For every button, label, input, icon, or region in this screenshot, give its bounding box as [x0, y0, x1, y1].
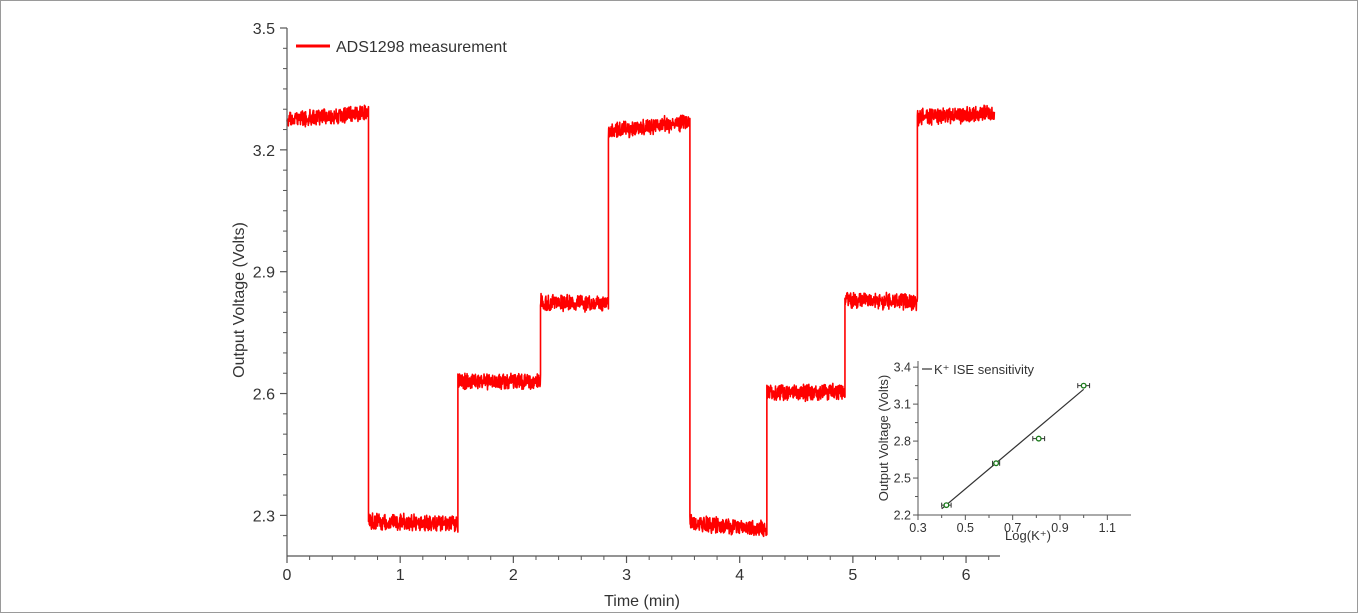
main-series-group: [286, 104, 996, 538]
main-y-ticks: 2.3 2.6 2.9 3.2 3.5: [253, 21, 287, 525]
main-y-axis-label: Output Voltage (Volts): [231, 222, 248, 378]
inset-y-tick-label: 2.5: [894, 472, 911, 486]
inset-y-tick-label: 2.8: [894, 435, 911, 449]
inset-y-ticks: 2.2 2.5 2.8 3.1 3.4: [894, 361, 918, 523]
main-x-tick-label: 5: [848, 567, 857, 584]
inset-points-group: [941, 382, 1091, 509]
inset-x-tick-label: 0.5: [957, 521, 974, 535]
main-series-line: [286, 104, 996, 538]
inset-fit-line: [941, 388, 1085, 510]
main-x-tick-label: 2: [509, 567, 518, 584]
inset-legend-label: K⁺ ISE sensitivity: [934, 362, 1035, 377]
inset-data-point: [1080, 382, 1087, 389]
inset-y-tick-label: 2.2: [894, 509, 911, 523]
main-legend: ADS1298 measurement: [296, 39, 507, 56]
main-y-tick-label: 3.5: [253, 21, 275, 38]
main-y-tick-label: 2.9: [253, 265, 275, 282]
main-chart: 0 1 2 3 4 5 6 2.3 2.6 2.9 3.2 3.5 Time (min) Outpu…: [231, 21, 1000, 610]
inset-data-point: [993, 460, 1000, 467]
inset-data-point: [1035, 435, 1042, 442]
inset-x-tick-label: 0.3: [909, 521, 926, 535]
inset-x-axis-label: Log(K⁺): [1005, 528, 1051, 543]
main-x-tick-label: 6: [962, 567, 971, 584]
inset-x-tick-label: 0.9: [1051, 521, 1068, 535]
main-x-tick-label: 4: [735, 567, 744, 584]
inset-y-tick-label: 3.4: [894, 361, 911, 375]
main-x-tick-label: 1: [396, 567, 405, 584]
main-x-tick-label: 3: [622, 567, 631, 584]
inset-x-ticks: 0.3 0.5 0.7 0.9 1.1: [909, 515, 1116, 535]
main-x-minor-ticks: [309, 556, 990, 560]
main-y-tick-label: 3.2: [253, 143, 275, 160]
inset-x-tick-label: 0.7: [1004, 521, 1021, 535]
inset-x-minor-ticks: [941, 515, 1085, 518]
main-x-tick-label: 0: [283, 567, 292, 584]
inset-chart: 0.3 0.5 0.7 0.9 1.1 2.22.52.83.13.4 Log(K⁺) …: [876, 361, 1131, 543]
main-y-tick-label: 2.3: [253, 508, 275, 525]
main-x-ticks: 0 1 2 3 4 5 6: [283, 556, 971, 584]
main-y-minor-ticks: [283, 47, 287, 537]
main-legend-label: ADS1298 measurement: [336, 39, 507, 56]
inset-legend: K⁺ ISE sensitivity: [922, 362, 1035, 377]
inset-y-minor-ticks: [915, 385, 918, 498]
inset-data-point: [943, 502, 950, 509]
inset-y-axis-label: Output Voltage (Volts): [876, 375, 891, 501]
inset-fit-line-group: [941, 388, 1085, 510]
main-x-axis-label: Time (min): [604, 593, 680, 610]
main-y-tick-label: 2.6: [253, 387, 275, 404]
inset-y-tick-label: 3.1: [894, 398, 911, 412]
inset-x-tick-label: 1.1: [1099, 521, 1116, 535]
